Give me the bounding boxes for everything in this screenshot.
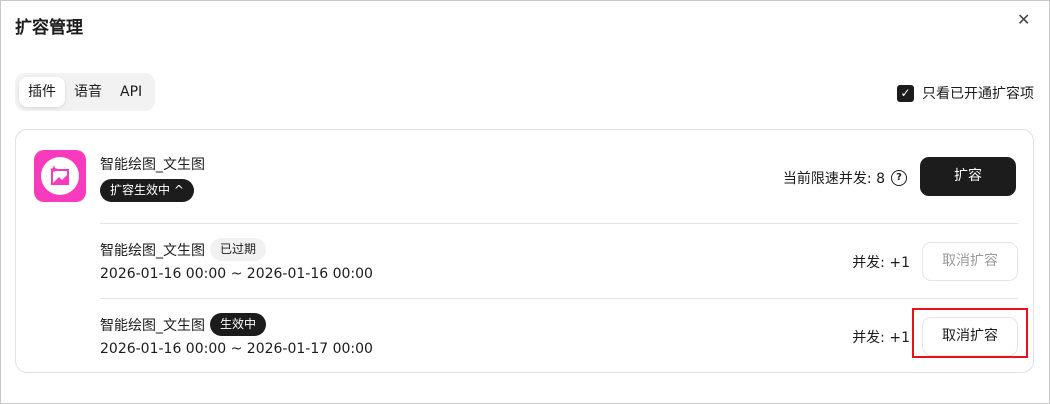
tab-plugin[interactable]: 插件: [19, 77, 65, 107]
status-toggle[interactable]: 扩容生效中 ^: [100, 179, 194, 202]
plugin-name: 智能绘图_文生图: [100, 157, 205, 173]
tab-bar: 插件 语音 API: [15, 73, 156, 111]
image-generation-icon: [34, 150, 86, 202]
expansion-row: 智能绘图_文生图 生效中 2026-01-16 00:00 ~ 2026-01-1…: [100, 298, 1018, 373]
expand-button[interactable]: 扩容: [920, 157, 1016, 196]
help-icon[interactable]: ?: [891, 170, 907, 186]
filter-enabled-only[interactable]: ✓ 只看已开通扩容项: [897, 83, 1034, 103]
row-name: 智能绘图_文生图: [100, 242, 205, 259]
cancel-expansion-button[interactable]: 取消扩容: [922, 317, 1018, 356]
row-name: 智能绘图_文生图: [100, 317, 205, 334]
highlight-box: [912, 308, 1028, 358]
dialog-title: 扩容管理: [15, 18, 83, 38]
tab-voice[interactable]: 语音: [74, 84, 102, 100]
row-dates: 2026-01-16 00:00 ~ 2026-01-16 00:00: [100, 266, 373, 282]
status-badge: 已过期: [210, 238, 267, 261]
chevron-up-icon: ^: [173, 183, 184, 197]
status-badge: 生效中: [210, 313, 267, 336]
cancel-expansion-button[interactable]: 取消扩容: [922, 242, 1018, 281]
checkbox-checked-icon[interactable]: ✓: [897, 84, 914, 102]
rate-limit-label: 当前限速并发: 8: [782, 171, 885, 187]
rate-limit: 当前限速并发: 8?: [783, 168, 907, 188]
row-concurrency: 并发: +1: [852, 330, 910, 346]
row-dates: 2026-01-16 00:00 ~ 2026-01-17 00:00: [100, 341, 373, 357]
status-label: 扩容生效中: [110, 183, 171, 197]
row-concurrency: 并发: +1: [852, 255, 910, 271]
expansion-row: 智能绘图_文生图 已过期 2026-01-16 00:00 ~ 2026-01-1…: [100, 223, 1018, 298]
plugin-card: 智能绘图_文生图 扩容生效中 ^ 当前限速并发: 8? 扩容 智能绘图_文生图已…: [15, 129, 1034, 373]
close-icon[interactable]: ✕: [1017, 10, 1031, 29]
tab-api[interactable]: API: [120, 84, 143, 100]
filter-label: 只看已开通扩容项: [922, 86, 1034, 102]
